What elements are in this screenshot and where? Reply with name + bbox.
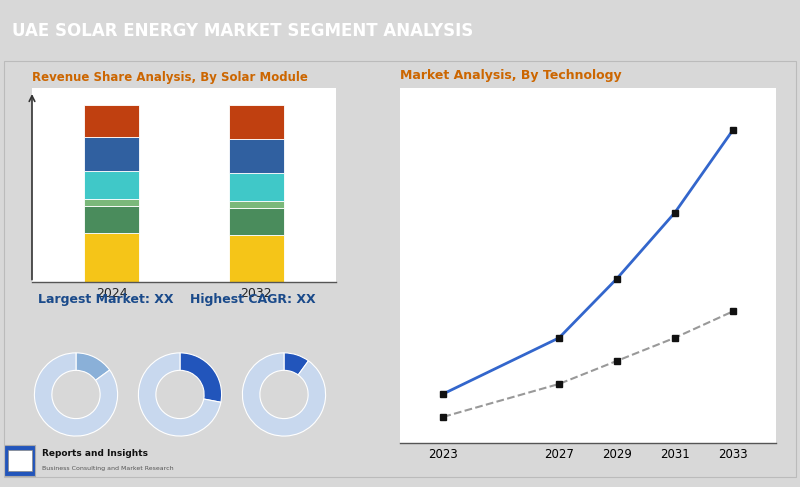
Bar xyxy=(229,173,284,201)
FancyBboxPatch shape xyxy=(8,450,32,471)
Bar xyxy=(229,105,284,139)
Wedge shape xyxy=(138,353,221,436)
Text: Business Consulting and Market Research: Business Consulting and Market Research xyxy=(42,466,174,471)
Wedge shape xyxy=(34,353,118,436)
Bar xyxy=(229,208,284,235)
FancyBboxPatch shape xyxy=(4,445,35,476)
Wedge shape xyxy=(76,353,110,380)
Bar xyxy=(84,105,139,137)
Wedge shape xyxy=(180,353,222,402)
Text: Highest CAGR: XX: Highest CAGR: XX xyxy=(190,293,316,306)
Bar xyxy=(229,139,284,173)
Bar xyxy=(229,235,284,282)
Bar xyxy=(84,137,139,171)
Bar xyxy=(84,199,139,206)
Bar xyxy=(84,171,139,199)
Bar xyxy=(84,233,139,282)
Bar xyxy=(229,201,284,208)
Text: UAE SOLAR ENERGY MARKET SEGMENT ANALYSIS: UAE SOLAR ENERGY MARKET SEGMENT ANALYSIS xyxy=(12,22,474,40)
Wedge shape xyxy=(284,353,309,375)
Text: Revenue Share Analysis, By Solar Module: Revenue Share Analysis, By Solar Module xyxy=(32,71,308,84)
Text: Largest Market: XX: Largest Market: XX xyxy=(38,293,174,306)
Bar xyxy=(84,206,139,233)
Wedge shape xyxy=(242,353,326,436)
Text: Reports and Insights: Reports and Insights xyxy=(42,449,149,458)
Text: Market Analysis, By Technology: Market Analysis, By Technology xyxy=(400,69,622,82)
